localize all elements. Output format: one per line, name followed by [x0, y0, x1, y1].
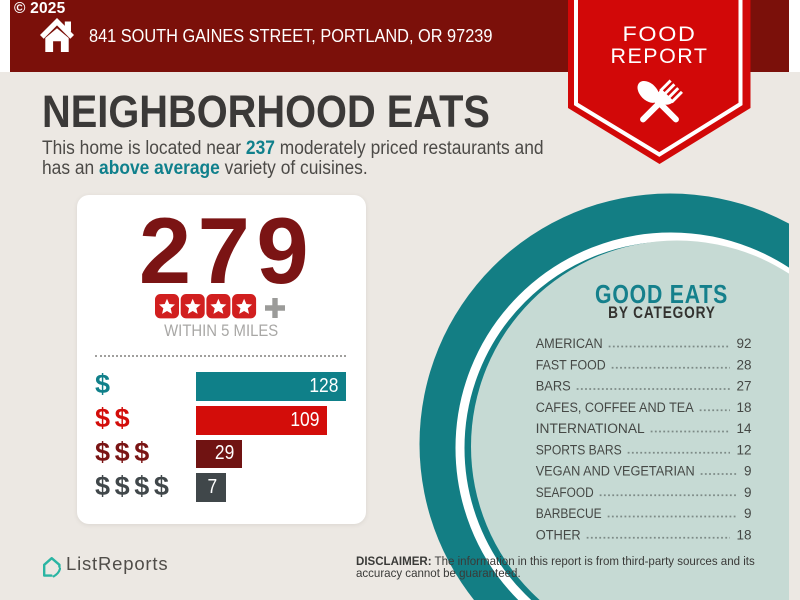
svg-text:27: 27 [736, 379, 751, 394]
svg-text:OTHER: OTHER [536, 527, 581, 542]
svg-text:18: 18 [736, 527, 751, 542]
svg-text:28: 28 [736, 357, 751, 372]
svg-text:INTERNATIONAL: INTERNATIONAL [536, 421, 645, 436]
svg-text:12: 12 [736, 442, 751, 457]
svg-text:14: 14 [736, 421, 752, 436]
svg-text:92: 92 [736, 336, 751, 351]
svg-text:9: 9 [744, 485, 752, 500]
svg-text:VEGAN AND VEGETARIAN: VEGAN AND VEGETARIAN [536, 464, 695, 479]
svg-text:FAST FOOD: FAST FOOD [536, 357, 606, 372]
svg-text:SEAFOOD: SEAFOOD [536, 485, 594, 500]
svg-text:18: 18 [736, 400, 751, 415]
svg-text:9: 9 [744, 506, 752, 521]
svg-text:CAFES, COFFEE AND TEA: CAFES, COFFEE AND TEA [536, 400, 694, 415]
svg-text:SPORTS BARS: SPORTS BARS [536, 442, 622, 457]
svg-text:BARBECUE: BARBECUE [536, 506, 602, 521]
svg-text:AMERICAN: AMERICAN [536, 336, 603, 351]
svg-text:BARS: BARS [536, 379, 571, 394]
svg-text:9: 9 [744, 464, 752, 479]
